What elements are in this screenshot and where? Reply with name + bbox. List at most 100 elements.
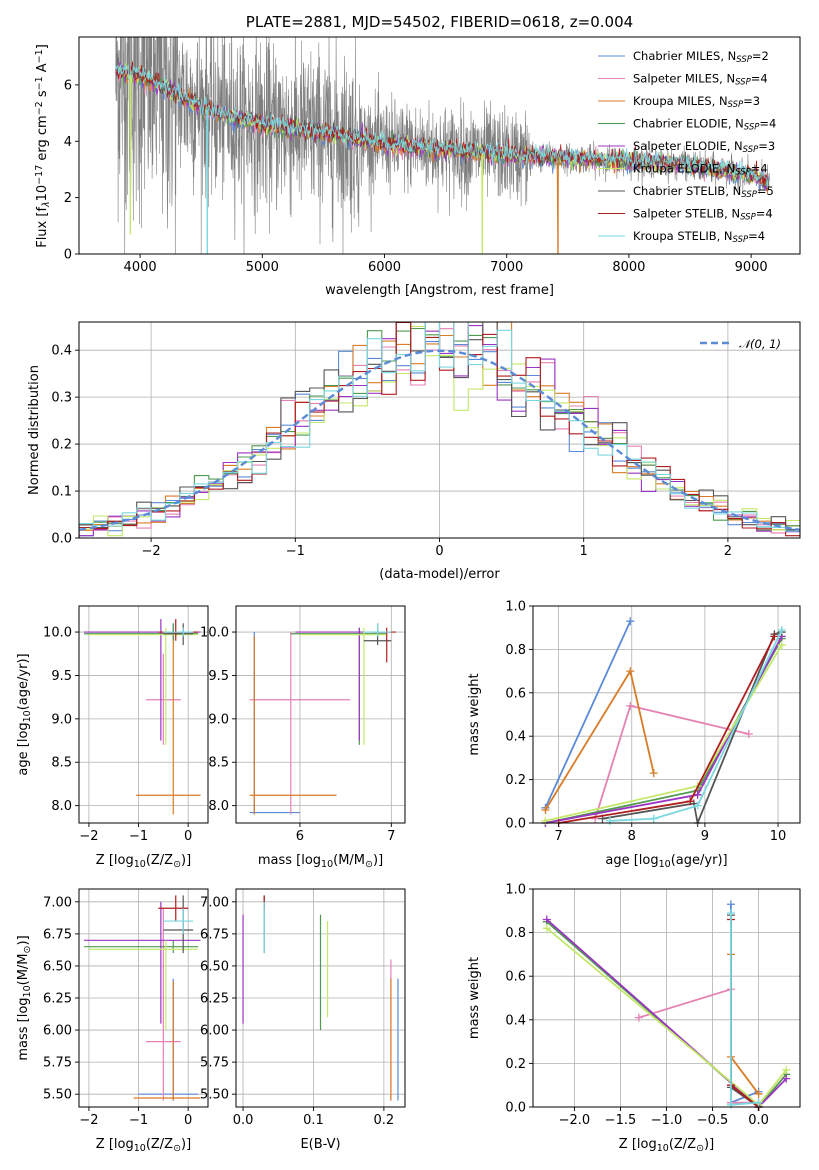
spectrum-ylabel: Flux [fλ10−17 erg cm−2 s−1 A−1] bbox=[34, 44, 52, 248]
spectrum-model-line bbox=[115, 63, 770, 254]
age_vs_mass-ytick-label: 8.5 bbox=[208, 756, 229, 771]
spectrum-observed bbox=[115, 37, 770, 254]
mass_vs_Z-ytick-label: 6.00 bbox=[43, 1024, 72, 1039]
legend-entry: Chabrier ELODIE, NSSP=4 bbox=[633, 117, 776, 133]
weight_vs_age-ytick-label: 0.4 bbox=[505, 730, 526, 745]
age_vs_mass-axes bbox=[236, 606, 405, 823]
weight_vs_Z-xtick-label: −1.0 bbox=[651, 1113, 683, 1128]
weight-point-marker bbox=[541, 805, 550, 814]
mass_vs_Z-ytick-label: 5.50 bbox=[43, 1088, 72, 1103]
residuals-ytick-label: 0.1 bbox=[51, 485, 72, 500]
age_vs_mass-xtick-label: 7 bbox=[387, 829, 395, 844]
spectrum-frame bbox=[78, 36, 801, 255]
legend-entry: Chabrier MILES, NSSP=2 bbox=[633, 49, 769, 65]
weight_vs_age-xtick-label: 7 bbox=[554, 829, 562, 844]
residuals-xtick-label: −2 bbox=[142, 544, 161, 559]
age_vs_mass-ytick-label: 9.0 bbox=[208, 712, 229, 727]
weight_vs_age-ytick-label: 1.0 bbox=[505, 600, 526, 615]
age_vs_Z-xtick-label: 0 bbox=[184, 829, 192, 844]
legend-entry: Salpeter ELODIE, NSSP=3 bbox=[633, 139, 775, 155]
age_vs_Z-xlabel: Z [log10(Z/Z⊙)] bbox=[96, 853, 191, 870]
weight_vs_Z-axes bbox=[533, 888, 800, 1108]
weight-point-marker bbox=[649, 814, 658, 823]
histogram-steps bbox=[79, 322, 800, 538]
normal-curve bbox=[79, 349, 800, 531]
weight-point-marker bbox=[744, 730, 753, 739]
weight_vs_Z-xlabel: Z [log10(Z/Z⊙)] bbox=[619, 1137, 714, 1154]
residuals-ytick-label: 0.0 bbox=[51, 532, 72, 547]
weight-point-marker bbox=[777, 641, 786, 650]
mass_vs_Z-xlabel: Z [log10(Z/Z⊙)] bbox=[96, 1137, 191, 1154]
age_vs_Z-ytick-label: 9.5 bbox=[51, 669, 72, 684]
residuals-legend: 𝒩(0, 1) bbox=[700, 337, 781, 351]
weight-series-line bbox=[638, 988, 759, 1104]
age_vs_mass-xlabel: mass [log10(M/M⊙)] bbox=[258, 853, 383, 870]
weight_vs_age-ytick-label: 0.0 bbox=[505, 817, 526, 832]
weight-point-marker bbox=[542, 915, 551, 924]
weight-series-line bbox=[594, 704, 750, 819]
legend-entry: Kroupa STELIB, NSSP=4 bbox=[633, 229, 765, 245]
age_vs_mass-ytick-label: 10.0 bbox=[200, 626, 229, 641]
weight-point-marker bbox=[693, 790, 702, 799]
mass_vs_EBV-xlabel: E(B-V) bbox=[300, 1137, 340, 1152]
weight-point-marker bbox=[754, 1089, 763, 1098]
weight-point-marker bbox=[726, 908, 735, 917]
weight-point-marker bbox=[782, 1074, 791, 1083]
weight_vs_Z-xtick-label: −0.5 bbox=[697, 1113, 729, 1128]
weight_vs_Z-ytick-label: 1.0 bbox=[505, 883, 526, 898]
weight_vs_age-lines bbox=[541, 617, 786, 827]
spectrum-xlabel: wavelength [Angstrom, rest frame] bbox=[325, 283, 554, 298]
weight-series-line bbox=[730, 915, 760, 1108]
weight_vs_age-ytick-label: 0.8 bbox=[505, 643, 526, 658]
age_vs_mass-ytick-label: 9.5 bbox=[208, 669, 229, 684]
weight-series-line bbox=[730, 919, 760, 1108]
weight_vs_Z-ytick-label: 0.8 bbox=[505, 926, 526, 941]
age_vs_mass-xtick-label: 6 bbox=[296, 829, 304, 844]
mass_vs_EBV-ytick-label: 6.50 bbox=[200, 959, 229, 974]
weight_vs_Z-ytick-label: 0.6 bbox=[505, 970, 526, 985]
mass_vs_Z-errorbars bbox=[83, 895, 201, 1101]
age_vs_Z-ylabel: age [log10(age/yr)] bbox=[16, 653, 33, 775]
weight_vs_age-xtick-label: 9 bbox=[701, 829, 709, 844]
weight_vs_Z-ytick-label: 0.4 bbox=[505, 1013, 526, 1028]
weight_vs_Z-xtick-label: −2.0 bbox=[559, 1113, 591, 1128]
weight-point-marker bbox=[591, 814, 600, 823]
weight_vs_Z-ytick-label: 0.0 bbox=[505, 1101, 526, 1116]
weight_vs_age-ytick-label: 0.6 bbox=[505, 686, 526, 701]
mass_vs_Z-ytick-label: 6.75 bbox=[43, 927, 72, 942]
age_vs_Z-frame bbox=[78, 605, 209, 824]
weight_vs_Z-ylabel: mass weight bbox=[467, 957, 482, 1039]
weight_vs_Z-ytick-label: 0.2 bbox=[505, 1057, 526, 1072]
weight-point-marker bbox=[770, 632, 779, 641]
age_vs_Z-ytick-label: 8.5 bbox=[51, 756, 72, 771]
weight-series-line bbox=[730, 954, 760, 1095]
residuals-xtick-label: 1 bbox=[580, 544, 588, 559]
weight-series-line bbox=[544, 620, 632, 809]
weight-series-line bbox=[558, 635, 776, 824]
spectrum-xtick-label: 7000 bbox=[490, 260, 523, 275]
spectrum-legend: Chabrier MILES, NSSP=2 Salpeter MILES, NS… bbox=[598, 49, 776, 245]
age_vs_Z-axes bbox=[79, 606, 208, 823]
residuals-xtick-label: 0 bbox=[435, 544, 443, 559]
residuals-xtick-label: −1 bbox=[286, 544, 305, 559]
weight-point-marker bbox=[693, 801, 702, 810]
age_vs_Z-errorbars bbox=[83, 619, 201, 815]
age_vs_Z-ytick-label: 10.0 bbox=[43, 626, 72, 641]
spectrum-ytick-label: 6 bbox=[64, 78, 72, 93]
mass_vs_Z-xtick-label: −2 bbox=[79, 1113, 98, 1128]
weight-point-marker bbox=[626, 667, 635, 676]
weight-series-line bbox=[544, 668, 655, 811]
weight-point-marker bbox=[782, 1065, 791, 1074]
mass_vs_EBV-xtick-label: 0.0 bbox=[233, 1113, 254, 1128]
weight-point-marker bbox=[626, 617, 635, 626]
residuals-ytick-label: 0.3 bbox=[51, 391, 72, 406]
mass_vs_EBV-ytick-label: 5.75 bbox=[200, 1056, 229, 1071]
mass_vs_Z-ylabel: mass [log10(M/M⊙)] bbox=[16, 935, 33, 1060]
weight-point-marker bbox=[649, 769, 658, 778]
weight-point-marker bbox=[777, 625, 786, 634]
residuals-ylabel: Normed distribution bbox=[27, 365, 42, 495]
age_vs_Z-grid bbox=[79, 606, 208, 823]
mass_vs_Z-ytick-label: 7.00 bbox=[43, 895, 72, 910]
mass_vs_EBV-xtick-label: 0.1 bbox=[303, 1113, 324, 1128]
mass_vs_Z-axes bbox=[79, 889, 208, 1107]
